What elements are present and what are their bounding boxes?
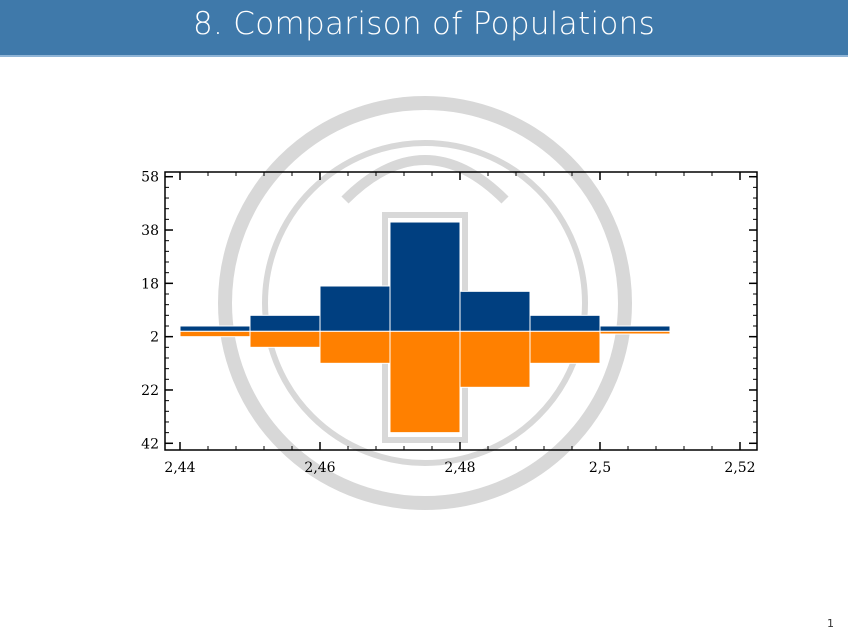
lower-bar-1 (249, 330, 321, 348)
upper-bar-6 (599, 325, 671, 332)
slide-title: 8. Comparison of Populations (192, 6, 656, 42)
lower-bar-0 (179, 330, 251, 338)
lower-bar-6 (599, 330, 671, 335)
y-tick-label: 38 (141, 223, 159, 239)
upper-bar-3 (389, 221, 461, 332)
y-tick-label: 2 (150, 330, 159, 346)
lower-bar-2 (319, 330, 391, 364)
lower-bar-5 (529, 330, 601, 364)
upper-bar-5 (529, 314, 601, 332)
lower-bar-3 (389, 330, 461, 434)
upper-bar-2 (319, 285, 391, 332)
plot-frame (164, 171, 758, 451)
page-number: 1 (827, 617, 834, 630)
y-tick-label: 18 (141, 276, 159, 292)
x-tick-label: 2,48 (444, 460, 475, 476)
lower-bar-4 (459, 330, 531, 388)
title-bar: 8. Comparison of Populations (0, 0, 848, 57)
y-tick-label: 22 (141, 383, 159, 399)
x-tick-label: 2,5 (589, 460, 611, 476)
x-tick-label: 2,46 (304, 460, 335, 476)
upper-bar-4 (459, 290, 531, 332)
x-tick-label: 2,44 (164, 460, 195, 476)
upper-bar-1 (249, 314, 321, 332)
y-tick-label: 42 (141, 436, 159, 452)
x-tick-label: 2,52 (724, 460, 755, 476)
upper-bar-0 (179, 325, 251, 332)
y-tick-label: 58 (141, 170, 159, 186)
